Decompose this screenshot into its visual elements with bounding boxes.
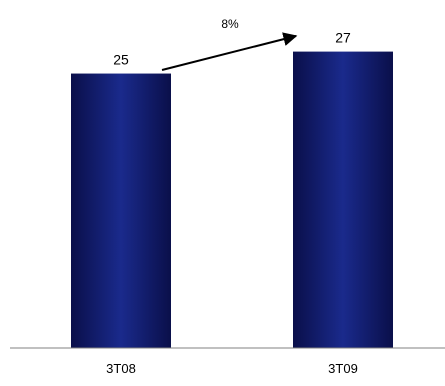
growth-annotation: 8% xyxy=(161,17,298,71)
bar-3T09 xyxy=(293,51,393,348)
bar-3T08 xyxy=(71,73,171,348)
value-labels-layer: 25 27 xyxy=(113,30,351,68)
category-label-3T08: 3T08 xyxy=(106,361,136,376)
category-label-3T09: 3T09 xyxy=(328,361,358,376)
growth-percent-label: 8% xyxy=(221,17,239,31)
value-label-3T08: 25 xyxy=(113,52,129,68)
category-labels-layer: 3T08 3T09 xyxy=(106,361,358,376)
value-label-3T09: 27 xyxy=(335,30,351,46)
bars-layer xyxy=(71,51,393,348)
growth-arrow xyxy=(161,32,298,71)
